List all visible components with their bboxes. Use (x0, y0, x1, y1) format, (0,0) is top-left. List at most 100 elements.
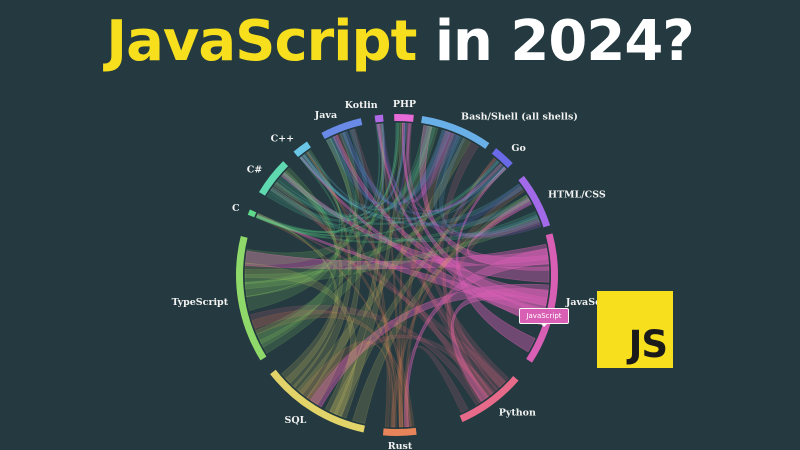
ribbon-sql-java (306, 137, 362, 405)
ribbon-python-cpp (302, 154, 489, 402)
segment-label-c: C (232, 203, 240, 214)
segment-arc-htmlcss[interactable] (518, 175, 551, 228)
ribbon-php-go (401, 122, 503, 212)
segment-label-sql: SQL (285, 415, 307, 426)
ribbon-java-htmlcss (342, 131, 532, 228)
ribbon-c-bash (256, 125, 433, 234)
ribbon-sql-c (257, 212, 339, 388)
segment-label-htmlcss: HTML/CSS (548, 190, 606, 201)
ribbon-java-kotlin (331, 123, 384, 204)
segment-label-bash: Bash/Shell (all shells) (461, 111, 578, 122)
segment-arc-cpp[interactable] (293, 141, 311, 158)
ribbon-rust-c (255, 215, 404, 428)
ribbon-csharp-kotlin (269, 123, 381, 222)
ribbon-rust-go (403, 157, 497, 428)
segment-arc-sql[interactable] (270, 369, 365, 433)
ribbon-c-php (256, 122, 400, 233)
ribbon-c-kotlin (256, 123, 385, 233)
ribbon-python-sql (306, 334, 495, 406)
segment-arc-go[interactable] (491, 148, 513, 169)
chord-ribbons (244, 122, 550, 428)
ribbon-sql-csharp (281, 170, 343, 384)
segment-arc-javascript[interactable] (526, 233, 558, 363)
ribbon-sql-php (333, 122, 404, 419)
segment-label-javascript: JavaScript (565, 297, 621, 308)
ribbon-javascript-c (256, 214, 548, 317)
ribbon-typescript-csharp (256, 167, 338, 348)
ribbon-cpp-php (306, 122, 408, 208)
ribbon-javascript-php (401, 122, 548, 314)
ribbon-python-csharp (270, 186, 494, 399)
ribbon-sql-htmlcss (352, 194, 531, 424)
ribbon-sql-bash (296, 137, 472, 399)
ribbon-bash-htmlcss (439, 135, 540, 236)
ribbon-javascript-cpp (299, 156, 546, 324)
ribbon-sql-kotlin (324, 123, 384, 415)
ribbon-typescript-c (244, 214, 325, 298)
ribbon-python-htmlcss (447, 196, 531, 404)
ribbon-cpp-go (299, 156, 506, 220)
ribbon-go-htmlcss (452, 160, 524, 227)
ribbon-javascript-rust (404, 247, 549, 428)
segment-arc-bash[interactable] (421, 115, 490, 149)
ribbon-typescript-kotlin (255, 123, 385, 345)
ribbon-python-go (443, 157, 497, 399)
segment-label-typescript: TypeScript (172, 297, 229, 308)
ribbon-c-go (256, 160, 500, 238)
ribbon-javascript-sql (310, 283, 549, 408)
segment-arc-rust[interactable] (382, 427, 417, 436)
ribbon-rust-java (335, 133, 391, 428)
chord-labels: JavaScript Python Rust SQL TypeScript C C# C++ J… (172, 99, 622, 450)
segment-label-cpp: C++ (271, 133, 294, 144)
segment-arc-kotlin[interactable] (374, 114, 384, 123)
ribbon-kotlin-go (381, 123, 503, 212)
headline: JavaScript in 2024? (0, 6, 800, 78)
ribbon-cpp-htmlcss (299, 156, 523, 226)
headline-accent: JavaScript (106, 9, 417, 74)
ribbon-csharp-htmlcss (266, 192, 539, 242)
ribbon-bash-go (433, 133, 507, 215)
ribbon-c-cpp (255, 156, 341, 237)
ribbon-c-htmlcss (255, 194, 530, 243)
ribbon-javascript-go (455, 166, 536, 353)
segment-arc-typescript[interactable] (235, 236, 267, 361)
ribbon-typescript-java (244, 131, 359, 298)
segment-label-python: Python (499, 407, 536, 418)
ribbon-sql-go (329, 166, 507, 417)
ribbon-c-csharp (255, 171, 336, 239)
ribbon-kotlin-htmlcss (378, 123, 542, 239)
ribbon-php-htmlcss (406, 123, 541, 238)
ribbon-javascript-bash (419, 125, 550, 271)
chord-arcs (235, 114, 558, 436)
segment-arc-php[interactable] (394, 114, 414, 122)
javascript-logo-text: JS (628, 323, 668, 366)
ribbon-cpp-java (303, 128, 368, 210)
ribbon-typescript-cpp (246, 149, 343, 311)
ribbon-sql-cpp (292, 151, 352, 395)
ribbon-python-php (407, 123, 510, 385)
ribbon-php-bash (406, 123, 454, 203)
hover-tooltip: JavaScript (519, 308, 569, 327)
ribbon-csharp-cpp (270, 154, 344, 226)
ribbon-python-rust (405, 345, 469, 428)
ribbon-csharp-go (275, 159, 499, 225)
ribbon-rust-sql (299, 340, 395, 428)
ribbon-javascript-csharp (281, 172, 550, 283)
ribbon-csharp-bash (273, 125, 436, 220)
ribbon-rust-php (398, 123, 411, 428)
segment-label-php: PHP (393, 99, 416, 110)
segment-arc-java[interactable] (321, 118, 363, 140)
ribbon-csharp-php (277, 122, 399, 217)
segment-arc-python[interactable] (459, 376, 519, 423)
ribbon-cpp-kotlin (302, 123, 386, 209)
ribbon-kotlin-bash (379, 123, 459, 203)
javascript-logo: JS (597, 291, 673, 368)
segment-label-go: Go (511, 143, 525, 154)
ribbon-typescript-htmlcss (244, 215, 540, 290)
ribbon-java-bash (339, 129, 452, 205)
segment-arc-csharp[interactable] (258, 161, 289, 196)
segment-arc-c[interactable] (247, 209, 257, 218)
ribbon-rust-htmlcss (390, 185, 525, 428)
ribbon-python-java (350, 128, 507, 388)
